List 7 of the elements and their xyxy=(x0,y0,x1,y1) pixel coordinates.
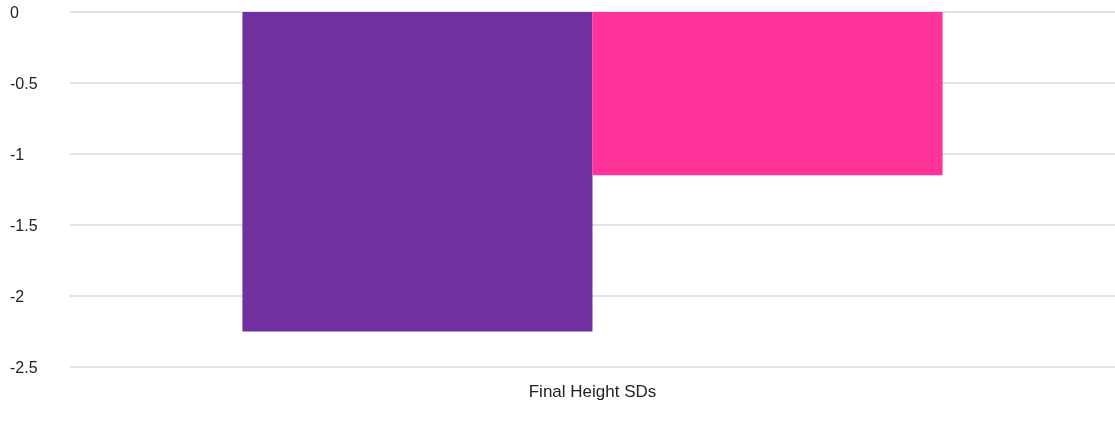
y-tick-label: -1.5 xyxy=(10,216,38,234)
y-tick-label: -0.5 xyxy=(10,74,38,92)
y-tick-label: -1 xyxy=(10,145,25,163)
y-tick-label: -2 xyxy=(10,287,25,305)
y-tick-label: -2.5 xyxy=(10,358,38,376)
y-tick-label: 0 xyxy=(10,3,19,21)
x-tick-label: Final Height SDs xyxy=(528,382,657,401)
